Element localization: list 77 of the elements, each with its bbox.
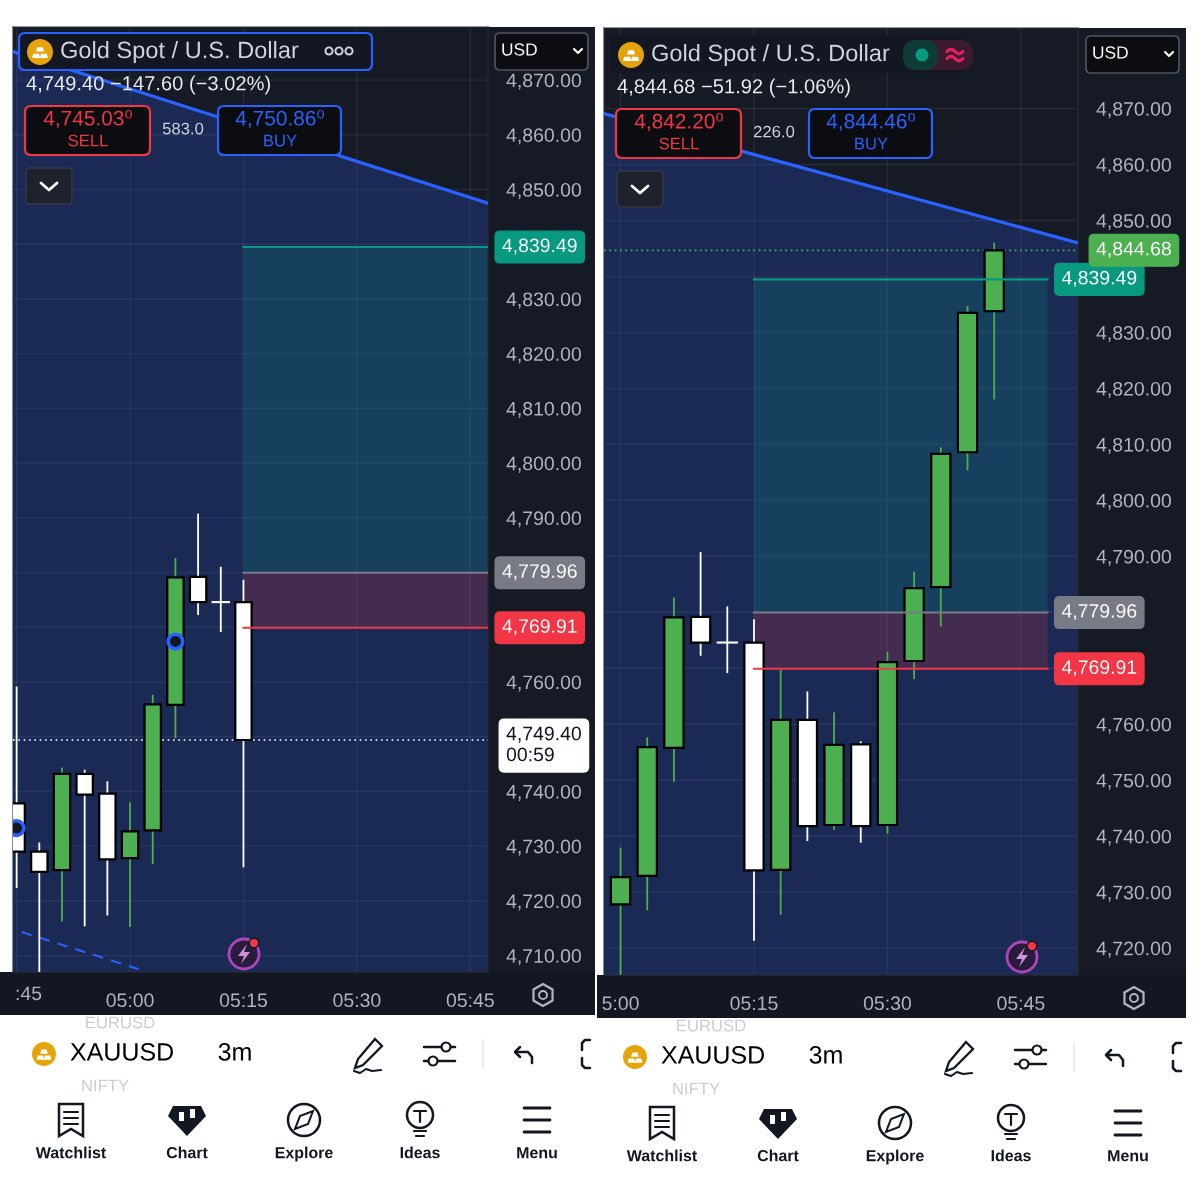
text: Gold Spot / U.S. Dollar — [61, 41, 299, 63]
y-tick-label: 4,810.00 — [506, 401, 581, 418]
text: Explore — [275, 1146, 333, 1162]
text: Watchlist — [35, 1146, 106, 1159]
data-label: 4,779.96 — [1061, 603, 1137, 621]
y-tick-label: 4,760.00 — [506, 675, 581, 692]
y-tick-label: 4,870.00 — [1096, 102, 1171, 119]
text: Gold Spot / U.S. Dollar — [652, 44, 890, 66]
candlestick — [30, 842, 49, 972]
text: 3m — [218, 1043, 251, 1061]
y-tick-label: 4,850.00 — [506, 182, 581, 200]
data-label: 4,839.49 — [1061, 270, 1137, 287]
text: Watchlist — [626, 1149, 697, 1162]
y-tick-label: 4,800.00 — [1096, 493, 1171, 510]
y-tick-label: 4,740.00 — [506, 784, 581, 801]
text: :45 — [16, 986, 42, 1001]
annotation: SELL — [659, 137, 699, 150]
data-label: 4,779.96 — [502, 564, 577, 581]
x-tick-label: 05:15 — [219, 993, 267, 1008]
ref-line-label: 4,749.40 00:59 — [506, 726, 581, 762]
y-tick-label: 4,810.00 — [1096, 437, 1171, 454]
x-tick-label: 05:00 — [106, 993, 154, 1008]
x-tick-label: 5:00 — [602, 996, 639, 1011]
ref-line-label: 4,844.68 — [1096, 241, 1171, 258]
y-tick-label: 4,730.00 — [1096, 885, 1171, 902]
candlestick — [716, 606, 738, 674]
data-label: 4,769.91 — [502, 619, 577, 636]
y-tick-label: 4,730.00 — [506, 839, 581, 856]
annotation: BUY — [264, 134, 297, 147]
y-tick-label: 4,800.00 — [506, 456, 581, 473]
text: Ideas — [400, 1146, 440, 1159]
text: Menu — [517, 1147, 557, 1159]
text: Chart — [757, 1149, 799, 1162]
text: Menu — [1108, 1150, 1148, 1162]
data-label: 4,839.49 — [502, 238, 577, 255]
annotation: 4,750.86⁰ — [235, 109, 325, 129]
y-tick-label: 4,710.00 — [506, 949, 581, 966]
annotation: 583.0 — [162, 122, 204, 135]
text: 3m — [809, 1046, 842, 1064]
y-tick-label: 4,790.00 — [1096, 549, 1171, 566]
y-tick-label: 4,820.00 — [1096, 381, 1171, 398]
y-tick-label: 4,790.00 — [506, 511, 581, 528]
x-tick-label: 05:15 — [730, 996, 778, 1011]
annotation: 226.0 — [753, 125, 795, 138]
annotation: 4,844.46⁰ — [826, 112, 916, 132]
text: USD — [1093, 46, 1128, 59]
annotation: 4,842.20⁰ — [634, 112, 724, 132]
annotation: SELL — [68, 134, 108, 147]
text: Chart — [166, 1146, 208, 1159]
text: 4,749.40 −147.60 (−3.02%) — [26, 75, 270, 95]
y-tick-label: 4,830.00 — [506, 292, 581, 309]
y-tick-label: 4,740.00 — [1096, 829, 1171, 846]
data-label: 4,769.91 — [1061, 660, 1137, 677]
text: USD — [502, 43, 537, 56]
y-tick-label: 4,750.00 — [1096, 773, 1171, 790]
text: XAUUSD — [70, 1043, 173, 1061]
candlestick — [211, 566, 230, 633]
x-tick-label: 05:45 — [446, 993, 494, 1008]
x-tick-label: 05:45 — [997, 996, 1045, 1011]
y-tick-label: 4,720.00 — [506, 894, 581, 911]
y-tick-label: 4,860.00 — [1096, 158, 1171, 175]
y-tick-label: 4,760.00 — [1096, 717, 1171, 734]
annotation: 4,745.03⁰ — [43, 109, 133, 129]
text: Ideas — [991, 1149, 1031, 1162]
x-tick-label: 05:30 — [333, 993, 381, 1008]
text: XAUUSD — [661, 1046, 764, 1064]
y-tick-label: 4,870.00 — [506, 73, 581, 90]
y-tick-label: 4,820.00 — [506, 347, 581, 364]
y-tick-label: 4,860.00 — [506, 128, 581, 145]
y-tick-label: 4,850.00 — [1096, 214, 1171, 231]
y-tick-label: 4,720.00 — [1096, 941, 1171, 958]
candlestick — [75, 769, 94, 927]
text: 4,844.68 −51.92 (−1.06%) — [617, 78, 850, 98]
text: Explore — [866, 1149, 924, 1165]
annotation: BUY — [855, 137, 888, 150]
y-tick-label: 4,830.00 — [1096, 325, 1171, 343]
x-tick-label: 05:30 — [863, 996, 912, 1011]
